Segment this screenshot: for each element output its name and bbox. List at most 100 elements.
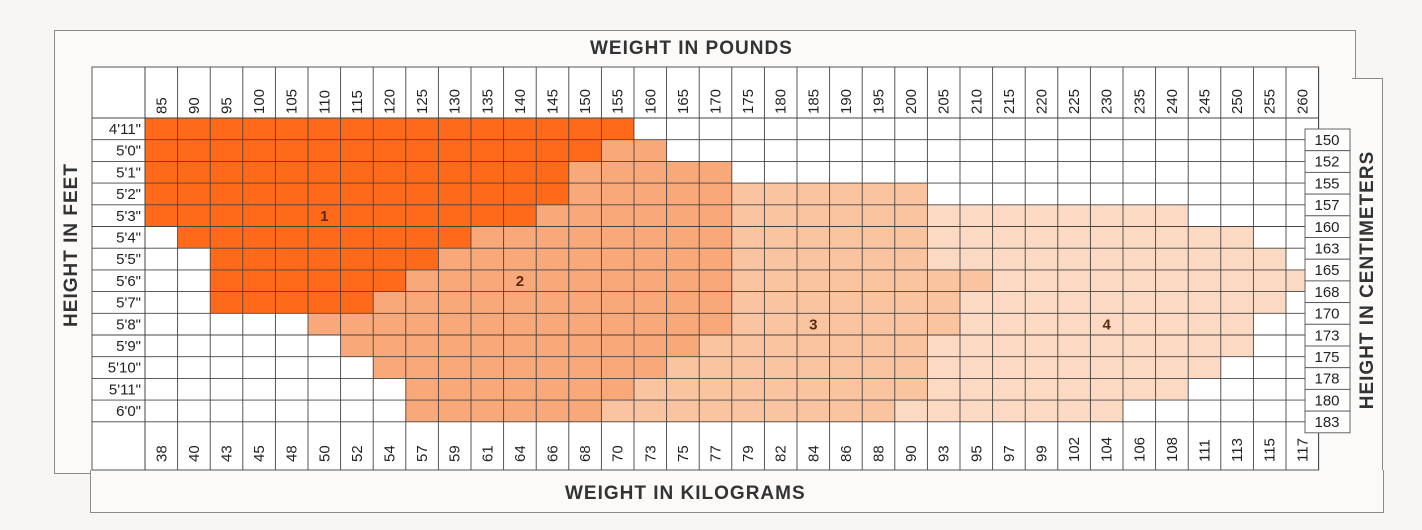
zone-3-cell: [666, 356, 700, 379]
height-cm-label: 183: [1314, 414, 1339, 431]
zone-4-cell: [1057, 356, 1091, 379]
zone-3-cell: [731, 291, 765, 314]
zone-3-cell: [829, 291, 863, 314]
zone-3-cell: [829, 400, 863, 422]
pound-tick-label: 160: [642, 89, 659, 114]
zone-4-cell: [1090, 335, 1123, 357]
zone-4-cell: [927, 400, 960, 422]
zone-2-cell: [536, 269, 569, 292]
zone-4-cell: [1188, 335, 1221, 357]
height-feet-label: 5'11": [109, 381, 141, 398]
zone-3-cell: [927, 291, 960, 314]
zone-1-cell: [438, 183, 471, 205]
zone-2-cell: [634, 335, 667, 357]
zone-1-cell: [438, 204, 471, 227]
zone-2-cell: [405, 313, 439, 335]
height-feet-label: 5'0": [116, 143, 141, 160]
zone-2-cell: [601, 313, 634, 335]
kilogram-tick-label: 59: [447, 445, 464, 462]
zone-1-cell: [373, 183, 406, 205]
zone-1-cell: [242, 248, 276, 270]
kilogram-tick-label: 86: [838, 445, 855, 462]
zone-4-cell: [1057, 400, 1091, 422]
zone-2-cell: [634, 161, 667, 184]
zone-2-cell: [601, 269, 634, 292]
kilogram-tick-label: 43: [219, 445, 236, 462]
zone-2-cell: [438, 269, 471, 292]
zone-2-cell: [438, 356, 471, 379]
zone-2-cell: [601, 161, 634, 184]
zone-1-cell: [503, 139, 537, 162]
pound-tick-label: 155: [610, 89, 627, 114]
zone-2-cell: [699, 291, 732, 314]
zone-2-cell: [699, 204, 732, 227]
zone-3-cell: [634, 400, 667, 422]
zone-3-cell: [894, 269, 928, 292]
zone-4-cell: [1025, 204, 1058, 227]
pound-tick-label: 200: [903, 89, 920, 114]
zone-3-cell: [894, 248, 928, 270]
zone-1-cell: [405, 139, 439, 162]
zone-2-cell: [601, 204, 634, 227]
zone-2-cell: [699, 248, 732, 270]
zone-1-cell: [308, 248, 341, 270]
zone-3-cell: [731, 248, 765, 270]
zone-3-cell: [894, 378, 928, 401]
zone-2-cell: [503, 291, 537, 314]
zone-2-cell: [405, 291, 439, 314]
zone-2-cell: [666, 204, 700, 227]
kilogram-tick-label: 75: [675, 445, 692, 462]
zone-3-cell: [894, 356, 928, 379]
pound-tick-label: 135: [479, 89, 496, 114]
zone-4-cell: [1057, 378, 1091, 401]
zone-2-cell: [471, 291, 504, 314]
pound-tick-label: 220: [1034, 89, 1051, 114]
zone-1-cell: [177, 226, 211, 249]
zone-3-cell: [862, 378, 895, 401]
zone-1-cell: [308, 139, 341, 162]
zone-3-cell: [829, 269, 863, 292]
zone-3-cell: [731, 378, 765, 401]
height-cm-label: 170: [1314, 306, 1339, 323]
zone-4-cell: [1253, 291, 1286, 314]
height-cm-label: 160: [1314, 219, 1339, 236]
zone-1-cell: [145, 139, 178, 162]
height-feet-label: 5'5": [116, 251, 141, 268]
zone-2-cell: [438, 378, 471, 401]
kilogram-tick-label: 52: [349, 445, 366, 462]
zone-2-cell: [536, 248, 569, 270]
zone-1-cell: [373, 248, 406, 270]
zone-1-cell: [536, 161, 569, 184]
zone-2-cell: [601, 356, 634, 379]
chart-frame-lower: [90, 470, 1384, 513]
zone-2-cell: [536, 378, 569, 401]
zone-3-cell: [862, 183, 895, 205]
zone-1-cell: [242, 291, 276, 314]
zone-3-cell: [829, 183, 863, 205]
zone-4-cell: [1188, 269, 1221, 292]
zone-1-cell: [210, 226, 243, 249]
zone-4-cell: [894, 400, 928, 422]
zone-2-cell: [601, 378, 634, 401]
zone-4-cell: [1057, 335, 1091, 357]
zone-4-cell: [1155, 226, 1189, 249]
kilogram-tick-label: 48: [284, 445, 301, 462]
zone-4-cell: [1025, 400, 1058, 422]
zone-1-cell: [373, 161, 406, 184]
zone-4-cell: [1090, 226, 1123, 249]
zone-2-cell: [634, 226, 667, 249]
zone-1-cell: [373, 269, 406, 292]
zone-3-cell: [829, 313, 863, 335]
kilogram-tick-label: 50: [316, 445, 333, 462]
zone-4-cell: [1025, 291, 1058, 314]
zone-2-cell: [568, 183, 602, 205]
zone-2-cell: [471, 400, 504, 422]
zone-3-cell: [829, 356, 863, 379]
height-cm-label: 178: [1314, 371, 1339, 388]
zone-1-cell: [308, 204, 341, 227]
chart-frame-right: [1352, 78, 1383, 473]
zone-4-cell: [1057, 269, 1091, 292]
height-feet-label: 5'4": [116, 230, 141, 247]
height-feet-label: 4'11": [109, 121, 141, 138]
pound-tick-label: 125: [414, 89, 431, 114]
